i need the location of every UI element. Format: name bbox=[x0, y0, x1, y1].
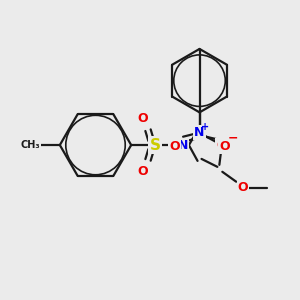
Text: +: + bbox=[201, 122, 209, 132]
Text: O: O bbox=[216, 139, 226, 152]
Text: O: O bbox=[138, 112, 148, 125]
Text: S: S bbox=[149, 137, 161, 152]
Text: N: N bbox=[194, 126, 205, 139]
Text: N: N bbox=[178, 139, 188, 152]
Text: CH₃: CH₃ bbox=[20, 140, 40, 150]
Text: O: O bbox=[169, 140, 180, 152]
Text: O: O bbox=[138, 165, 148, 178]
Text: −: − bbox=[228, 132, 238, 145]
Text: O: O bbox=[238, 181, 248, 194]
Text: O: O bbox=[219, 140, 230, 152]
